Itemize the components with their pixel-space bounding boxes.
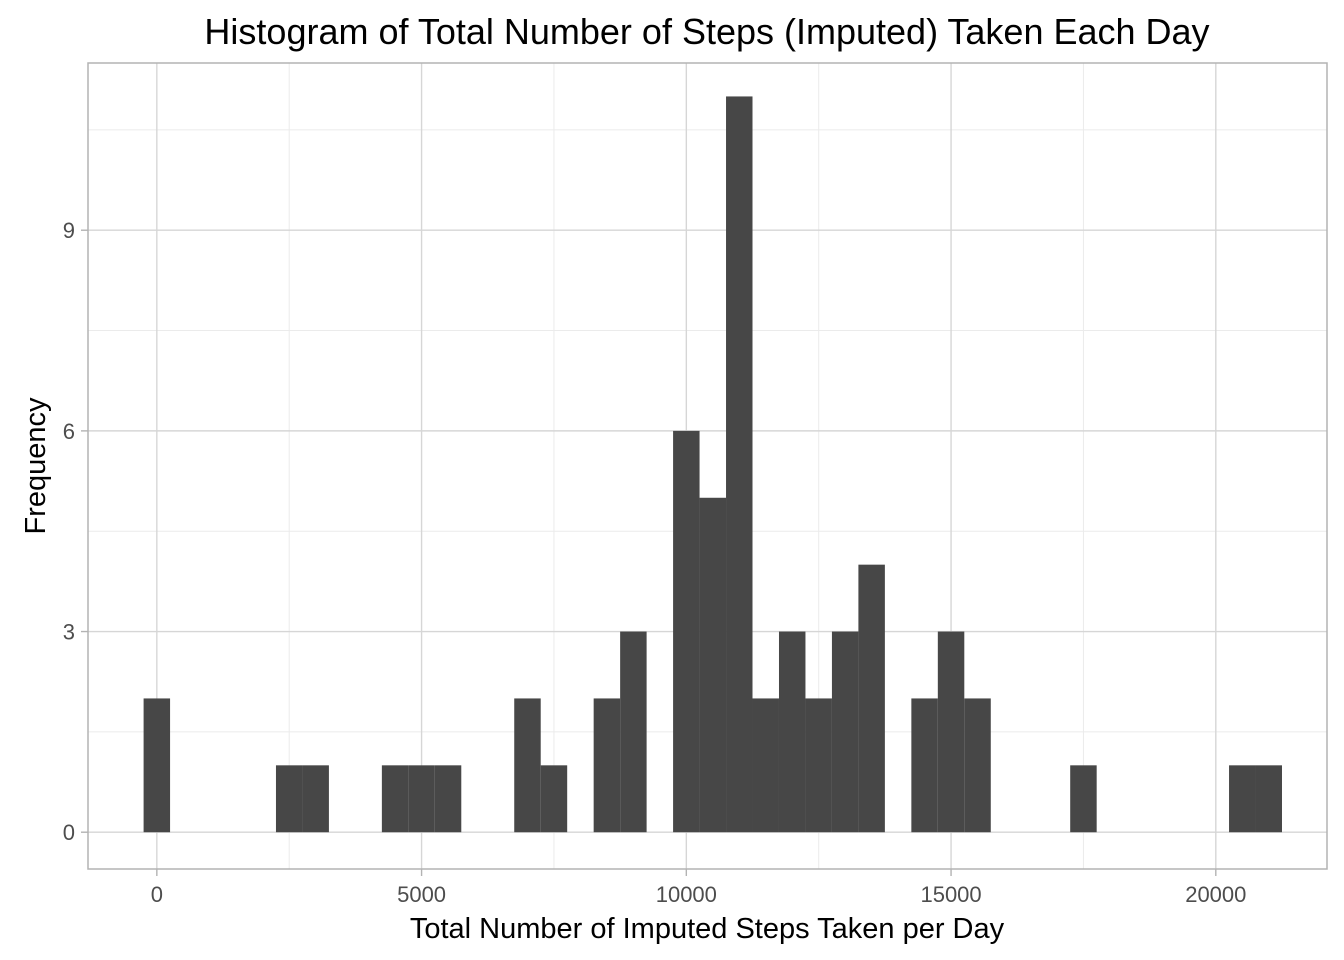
histogram-bar — [778, 631, 806, 833]
histogram-bar — [408, 765, 435, 833]
y-tick-label: 9 — [63, 218, 75, 243]
histogram-bar — [593, 698, 621, 833]
x-tick-label: 5000 — [397, 882, 446, 907]
x-tick-label: 10000 — [656, 882, 717, 907]
y-tick-label: 0 — [63, 820, 75, 845]
y-axis-ticks: 0 3 6 9 — [63, 218, 88, 845]
histogram-bar — [937, 631, 965, 833]
x-axis-ticks: 0 5000 10000 15000 20000 — [151, 869, 1246, 907]
histogram-bar — [434, 765, 462, 833]
y-tick-label: 3 — [63, 620, 75, 645]
histogram-bar — [620, 631, 647, 833]
histogram-bar — [911, 698, 938, 833]
x-axis-title: Total Number of Imputed Steps Taken per … — [410, 913, 1005, 945]
histogram-bar — [143, 698, 171, 833]
histogram-bar — [699, 497, 727, 833]
y-axis-title: Frequency — [20, 397, 52, 535]
histogram-bar — [540, 765, 568, 833]
chart-title: Histogram of Total Number of Steps (Impu… — [204, 11, 1209, 52]
histogram-bar — [1255, 765, 1282, 833]
y-tick-label: 6 — [63, 419, 75, 444]
histogram-bar — [726, 96, 753, 833]
histogram-bar — [964, 698, 991, 833]
histogram-bar — [302, 765, 329, 833]
histogram-bar — [1229, 765, 1256, 833]
x-tick-label: 20000 — [1185, 882, 1246, 907]
histogram-bar — [381, 765, 409, 833]
histogram-bar — [752, 698, 779, 833]
histogram-bar — [1070, 765, 1097, 833]
histogram-bar — [514, 698, 541, 833]
x-tick-label: 15000 — [920, 882, 981, 907]
plot-panel-border — [87, 62, 1328, 870]
histogram-bar — [858, 564, 885, 833]
histogram-bar — [275, 765, 303, 833]
histogram-bar — [673, 430, 700, 833]
x-tick-label: 0 — [151, 882, 163, 907]
histogram-bar — [805, 698, 832, 833]
histogram-bars — [143, 96, 1282, 833]
histogram-bar — [831, 631, 859, 833]
